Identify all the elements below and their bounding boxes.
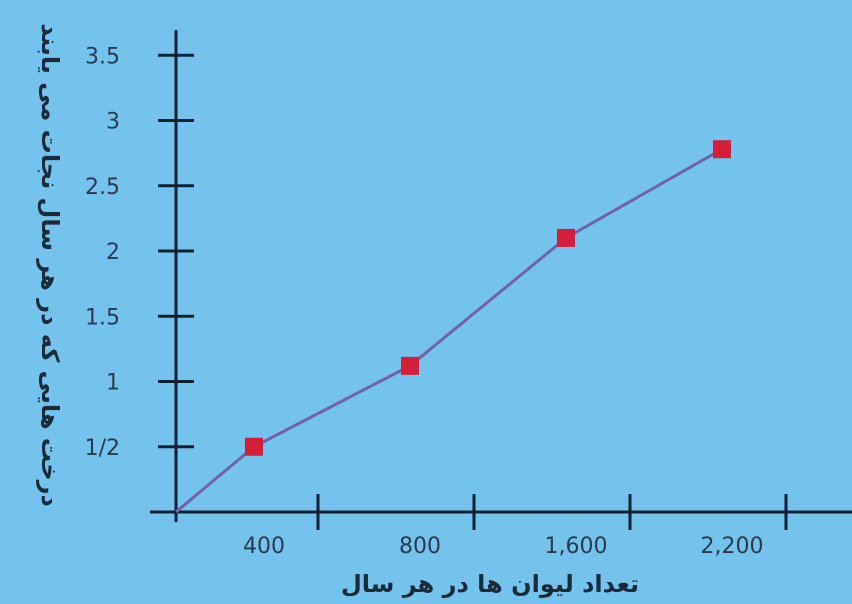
data-point-marker <box>401 356 419 375</box>
series <box>175 140 731 514</box>
x-tick-label: 1,600 <box>545 534 608 559</box>
series-line <box>175 147 723 514</box>
axes <box>150 30 852 522</box>
x-tick-label: 2,200 <box>701 534 764 559</box>
y-tick-label: 1.5 <box>85 305 120 330</box>
data-point-marker <box>557 228 575 247</box>
x-axis-title: تعداد لیوان ها در هر سال <box>341 570 639 598</box>
x-tick-label: 800 <box>399 534 441 559</box>
y-axis-title: درخت هایی که در هر سال نجات می یابند <box>36 23 64 507</box>
y-tick-label: 3.5 <box>85 44 120 69</box>
ticks: 1/2 1 1.5 2 2.5 3 3.5 400 800 1,600 2,200 <box>85 44 788 559</box>
y-tick-label: 3 <box>106 110 120 135</box>
x-tick-label: 400 <box>243 534 285 559</box>
y-tick-label: 2.5 <box>85 175 120 200</box>
data-point-marker <box>245 437 263 456</box>
y-tick-label: 1/2 <box>85 436 120 461</box>
data-point-marker <box>713 140 731 159</box>
y-tick-label: 1 <box>106 371 120 396</box>
y-tick-label: 2 <box>106 240 120 265</box>
